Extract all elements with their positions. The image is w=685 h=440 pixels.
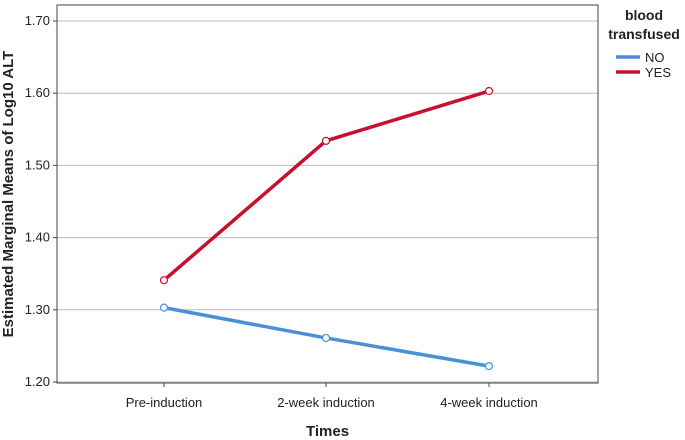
series-line: [162, 89, 491, 282]
data-point: [321, 333, 331, 343]
y-tick-label: 1.20: [25, 374, 50, 389]
legend-label: YES: [645, 65, 671, 80]
legend-title-line-1: blood: [625, 7, 663, 23]
grid-lines: [57, 20, 598, 383]
y-tick-label: 1.30: [25, 302, 50, 317]
plot-frame: [56, 4, 599, 384]
data-point: [484, 362, 494, 371]
x-tick-label: 4-week induction: [440, 395, 538, 410]
legend-label: NO: [645, 50, 665, 65]
x-tick-label: Pre-induction: [126, 395, 203, 410]
y-tick-label: 1.40: [25, 230, 50, 245]
y-axis-title: Estimated Marginal Means of Log10 ALT: [0, 51, 17, 338]
data-point: [484, 86, 494, 96]
x-axis-ticks: Pre-induction 2-week induction 4-week indu…: [126, 383, 538, 410]
legend-title-line-2: transfused: [608, 26, 680, 42]
series-lines: [159, 86, 494, 371]
x-axis-title: Times: [306, 423, 349, 440]
data-point: [321, 136, 331, 145]
y-tick-label: 1.60: [25, 85, 50, 100]
series-yes: [159, 86, 494, 285]
series-no: [159, 303, 494, 371]
data-point: [159, 303, 169, 312]
y-tick-label: 1.50: [25, 157, 50, 172]
x-tick-label: 2-week induction: [277, 395, 375, 410]
y-axis-ticks: 1.20 1.30 1.40 1.50 1.60 1.70: [25, 13, 57, 389]
data-point: [159, 276, 169, 285]
y-tick-label: 1.70: [25, 13, 50, 28]
